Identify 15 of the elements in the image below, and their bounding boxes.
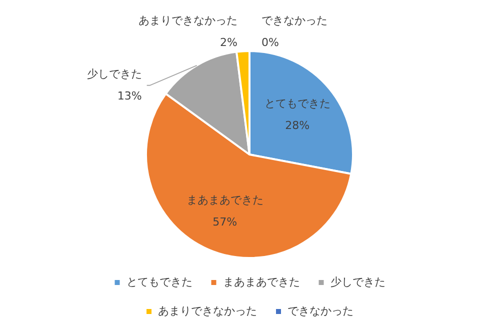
category-label: できなかった (262, 14, 328, 27)
text: 0% (262, 36, 279, 49)
data-label: 57% (212, 215, 238, 228)
slice-label: まあまあできた (186, 193, 264, 206)
data-label: 2% (220, 36, 238, 49)
legend-label: 少しできた (330, 275, 386, 288)
legend-label: とてもできた (126, 275, 192, 288)
legend-label: あまりできなかった (158, 304, 257, 318)
slice-label: とてもできた (264, 96, 330, 110)
data-label: 28% (285, 118, 310, 132)
data-label: 13% (117, 89, 142, 102)
legend-label: できなかった (288, 304, 354, 318)
slice-label: 少しできた (86, 67, 142, 80)
slice-label: あまりできなかった (138, 14, 238, 27)
legend-label: まあまあできた (222, 275, 300, 288)
